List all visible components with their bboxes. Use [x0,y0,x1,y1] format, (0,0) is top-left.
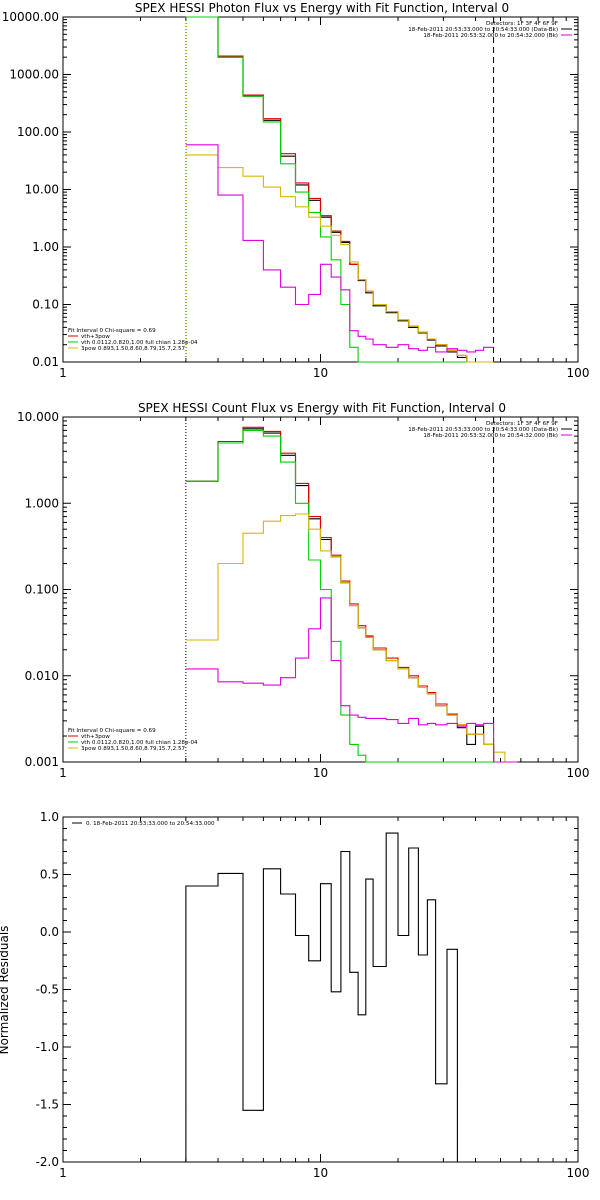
photon-flux-series-line [185,144,494,353]
photon-flux-legend-label: 18-Feb-2011 20:53:32.000 to 20:54:32.000… [423,33,558,39]
residuals-y-axis-label: Normalized Residuals [0,926,11,1055]
residuals-series-line [185,832,494,1163]
residuals-plot-frame [62,816,579,1163]
count-flux-y-tick-label: 10.000 [17,410,59,424]
photon-flux-series-line [185,16,494,363]
residuals-y-tick-label: -2.0 [36,1155,59,1169]
residuals-y-tick-label: 1.0 [40,810,59,824]
count-flux-series-line [185,429,518,763]
count-flux-series-line [185,513,518,763]
count-flux-x-tick-label: 100 [567,766,590,780]
photon-flux-series-line [185,16,494,363]
photon-flux-x-tick-label: 100 [567,366,590,380]
photon-flux-x-tick-label: 1 [59,366,67,380]
count-flux-title: SPEX HESSI Count Flux vs Energy with Fit… [138,401,506,415]
count-flux-series-line [185,428,518,763]
photon-flux-series [185,16,494,363]
count-flux-ticks: 1 10 100 0.001 0.010 0.100 1.000 10.000 [17,410,589,780]
photon-flux-x-tick-label: 10 [313,366,328,380]
residuals-y-tick-label: -0.5 [36,983,59,997]
photon-flux-y-tick-label: 0.10 [32,298,59,312]
residuals-y-tick-label: 0.0 [40,925,59,939]
residuals-x-tick-label: 10 [313,1166,328,1180]
residuals-ticks: 1 10 100 -2.0 -1.5 -1.0 -0.5 0.0 0.5 1.0 [36,810,590,1180]
photon-flux-y-tick-label: 100.00 [17,125,59,139]
count-flux-fit-legend-label: vth 0.0112,0.820,1.00 full chian 1.28e-0… [81,740,198,746]
count-flux-fit-legend-label: vth+3pow [81,734,110,740]
photon-flux-legend-label: Detectors: 1F 3F 4F 6F 9F [486,21,558,27]
residuals-y-tick-label: -1.0 [36,1040,59,1054]
count-flux-fit-legend-label: Fit Interval 0 Chi-square = 0.69 [68,728,156,734]
photon-flux-y-tick-label: 10.00 [25,183,59,197]
residuals-legend-top: 0. 18-Feb-2011 20:53:33.000 to 20:54:33.… [72,821,215,827]
photon-flux-marker-lines [185,17,495,362]
photon-flux-ticks: 1 10 100 0.01 0.10 1.00 10.00 100.00 1000.00 1000… [2,10,590,380]
count-flux-y-tick-label: 0.010 [25,669,59,683]
photon-flux-series-line [185,16,494,363]
count-flux-series [185,426,518,763]
residuals-series [185,832,494,1163]
photon-flux-fit-legend-label: vth+3pow [81,334,110,340]
count-flux-panel: SPEX HESSI Count Flux vs Energy with Fit… [17,401,589,780]
count-flux-legend-label: 18-Feb-2011 20:53:32.000 to 20:54:32.000… [423,433,558,439]
residuals-panel: Normalized Residuals 1 10 100 -2.0 -1.5 -1.0 -… [0,810,589,1180]
residuals-y-tick-label: 0.5 [40,868,59,882]
count-flux-legend-bottom: Fit Interval 0 Chi-square = 0.69vth+3pow… [68,728,198,752]
photon-flux-fit-legend-label: Fit Interval 0 Chi-square = 0.69 [68,328,156,334]
photon-flux-y-tick-label: 10000.00 [2,10,59,24]
count-flux-y-tick-label: 0.001 [25,755,59,769]
photon-flux-series-line [185,154,494,363]
photon-flux-y-tick-label: 1.00 [32,240,59,254]
count-flux-marker-lines [185,417,495,762]
photon-flux-y-tick-label: 1000.00 [9,68,59,82]
photon-flux-fit-legend-label: 3pow 0.893,1.50,8.60,8.79,15.7,2.57 [81,346,186,352]
photon-flux-fit-legend-label: vth 0.0112,0.820,1.00 full chian 1.28e-0… [81,340,198,346]
count-flux-y-tick-label: 1.000 [25,496,59,510]
photon-flux-plot-frame [62,16,579,363]
photon-flux-y-tick-label: 0.01 [32,355,59,369]
count-flux-x-tick-label: 10 [313,766,328,780]
residuals-y-tick-label: -1.5 [36,1098,59,1112]
photon-flux-legend-bottom: Fit Interval 0 Chi-square = 0.69vth+3pow… [68,328,198,352]
photon-flux-legend-label: 18-Feb-2011 20:53:33.000 to 20:54:33.000… [408,27,558,33]
count-flux-fit-legend-label: 3pow 0.893,1.50,8.60,8.79,15.7,2.57 [81,746,186,752]
count-flux-legend-label: Detectors: 1F 3F 4F 6F 9F [486,421,558,427]
count-flux-x-tick-label: 1 [59,766,67,780]
residuals-x-tick-label: 100 [567,1166,590,1180]
count-flux-y-tick-label: 0.100 [25,583,59,597]
count-flux-series-line [185,426,518,763]
count-flux-legend-label: 18-Feb-2011 20:53:33.000 to 20:54:33.000… [408,427,558,433]
photon-flux-panel: SPEX HESSI Photon Flux vs Energy with Fi… [2,1,590,380]
residuals-x-tick-label: 1 [59,1166,67,1180]
residuals-legend-label: 0. 18-Feb-2011 20:53:33.000 to 20:54:33.… [86,821,215,827]
count-flux-series-line [185,597,518,763]
photon-flux-title: SPEX HESSI Photon Flux vs Energy with Fi… [135,1,509,15]
